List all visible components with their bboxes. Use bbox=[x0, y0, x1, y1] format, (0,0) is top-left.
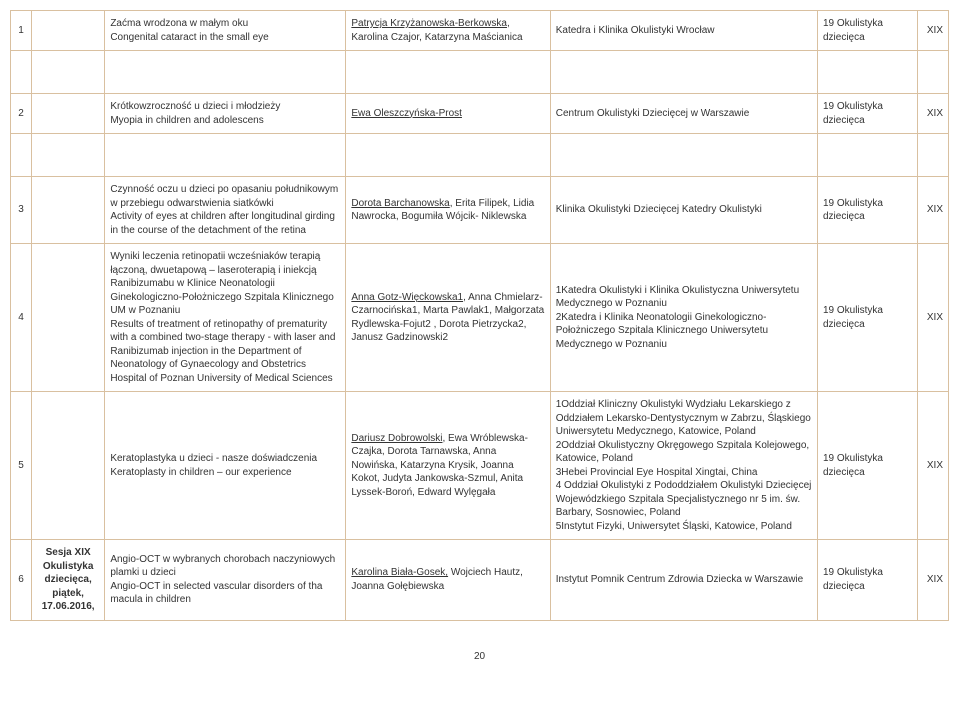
title-cell: Keratoplastyka u dzieci - nasze doświadc… bbox=[105, 392, 346, 540]
session-cell bbox=[31, 11, 104, 51]
table-row: 1 Zaćma wrodzona w małym okuCongenital ca… bbox=[11, 11, 949, 51]
affiliation-cell: Katedra i Klinika Okulistyki Wrocław bbox=[550, 11, 817, 51]
table-row: 5 Keratoplastyka u dzieci - nasze doświad… bbox=[11, 392, 949, 540]
table-row: 2 Krótkowzroczność u dzieci i młodzieżyMy… bbox=[11, 94, 949, 134]
title-cell: Wyniki leczenia retinopatii wcześniaków … bbox=[105, 244, 346, 392]
edition-cell: XIX bbox=[917, 177, 948, 244]
title-cell: Czynność oczu u dzieci po opasaniu połud… bbox=[105, 177, 346, 244]
session-cell bbox=[31, 392, 104, 540]
row-number: 1 bbox=[11, 11, 32, 51]
session-label-cell: 19 Okulistyka dziecięca bbox=[817, 244, 917, 392]
edition-cell: XIX bbox=[917, 11, 948, 51]
table-row: 6Sesja XIX Okulistyka dziecięca, piątek,… bbox=[11, 540, 949, 621]
table-row: 4 Wyniki leczenia retinopatii wcześniaków… bbox=[11, 244, 949, 392]
session-cell bbox=[31, 244, 104, 392]
row-number: 4 bbox=[11, 244, 32, 392]
title-cell: Angio-OCT w wybranych chorobach naczynio… bbox=[105, 540, 346, 621]
authors-cell: Ewa Oleszczyńska-Prost bbox=[346, 94, 550, 134]
edition-cell: XIX bbox=[917, 540, 948, 621]
authors-cell: Karolina Biała-Gosek, Wojciech Hautz, Jo… bbox=[346, 540, 550, 621]
affiliation-cell: Instytut Pomnik Centrum Zdrowia Dziecka … bbox=[550, 540, 817, 621]
session-label-cell: 19 Okulistyka dziecięca bbox=[817, 392, 917, 540]
authors-cell: Anna Gotz-Więckowska1, Anna Chmielarz-Cz… bbox=[346, 244, 550, 392]
spacer-row bbox=[11, 134, 949, 177]
affiliation-cell: 1Oddział Kliniczny Okulistyki Wydziału L… bbox=[550, 392, 817, 540]
title-cell: Krótkowzroczność u dzieci i młodzieżyMyo… bbox=[105, 94, 346, 134]
session-label-cell: 19 Okulistyka dziecięca bbox=[817, 94, 917, 134]
affiliation-cell: Klinika Okulistyki Dziecięcej Katedry Ok… bbox=[550, 177, 817, 244]
edition-cell: XIX bbox=[917, 244, 948, 392]
spacer-row bbox=[11, 51, 949, 94]
edition-cell: XIX bbox=[917, 392, 948, 540]
row-number: 6 bbox=[11, 540, 32, 621]
session-cell: Sesja XIX Okulistyka dziecięca, piątek, … bbox=[31, 540, 104, 621]
session-label-cell: 19 Okulistyka dziecięca bbox=[817, 177, 917, 244]
row-number: 3 bbox=[11, 177, 32, 244]
session-label-cell: 19 Okulistyka dziecięca bbox=[817, 540, 917, 621]
title-cell: Zaćma wrodzona w małym okuCongenital cat… bbox=[105, 11, 346, 51]
page-number: 20 bbox=[10, 651, 949, 662]
authors-cell: Dorota Barchanowska, Erita Filipek, Lidi… bbox=[346, 177, 550, 244]
authors-cell: Dariusz Dobrowolski, Ewa Wróblewska-Czaj… bbox=[346, 392, 550, 540]
session-label-cell: 19 Okulistyka dziecięca bbox=[817, 11, 917, 51]
conference-table: 1 Zaćma wrodzona w małym okuCongenital ca… bbox=[10, 10, 949, 621]
session-cell bbox=[31, 94, 104, 134]
authors-cell: Patrycja Krzyżanowska-Berkowska, Karolin… bbox=[346, 11, 550, 51]
affiliation-cell: 1Katedra Okulistyki i Klinika Okulistycz… bbox=[550, 244, 817, 392]
session-cell bbox=[31, 177, 104, 244]
row-number: 5 bbox=[11, 392, 32, 540]
table-row: 3 Czynność oczu u dzieci po opasaniu połu… bbox=[11, 177, 949, 244]
edition-cell: XIX bbox=[917, 94, 948, 134]
row-number: 2 bbox=[11, 94, 32, 134]
affiliation-cell: Centrum Okulistyki Dziecięcej w Warszawi… bbox=[550, 94, 817, 134]
